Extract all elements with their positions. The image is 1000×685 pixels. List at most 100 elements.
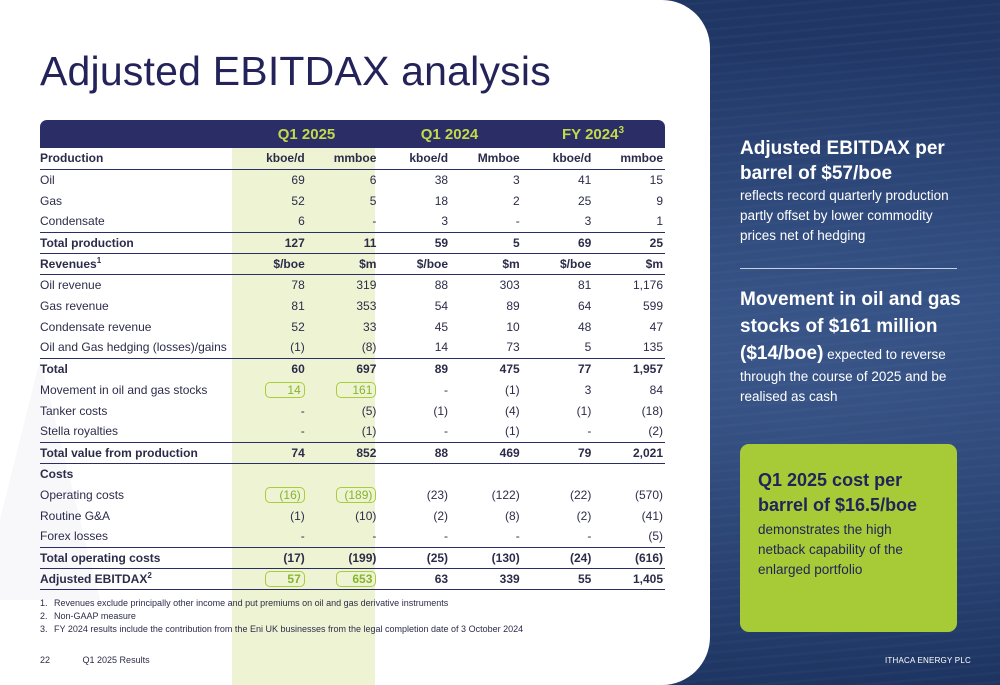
cell-value: -: [378, 526, 451, 548]
cell-value: 52: [291, 193, 305, 208]
footer-left: 22 Q1 2025 Results: [40, 655, 180, 665]
cell-value: 3: [441, 214, 449, 229]
ebitdax-table: Q1 2025 Q1 2024 FY 20243 Production kboe/…: [40, 120, 665, 685]
cell-value: 73: [450, 337, 522, 359]
data-table: Production kboe/d mmboe kboe/d Mmboe kboe/d mm…: [40, 148, 665, 590]
cell-value: (2): [576, 508, 592, 523]
page-number: 22: [40, 655, 51, 665]
row-label: Adjusted EBITDAX2: [40, 568, 236, 590]
table-row: Tanker costs - (5) (1) (4) (1) (18): [40, 400, 665, 421]
cell-value: 2,021: [593, 442, 665, 464]
table-row: Total operating costs (17) (199) (25) (130)(…: [40, 547, 665, 569]
footnote: 1. Revenues exclude principally other inc…: [40, 598, 449, 608]
row-label: Stella royalties: [40, 421, 236, 443]
cell-value: [522, 463, 594, 484]
cell-value: 852: [306, 442, 379, 464]
row-label: Gas revenue: [40, 298, 109, 313]
cell-value: 15: [649, 172, 663, 187]
cell-value: (130): [450, 547, 522, 569]
callout-ebitdax: Adjusted EBITDAX per barrel of $57/boe r…: [740, 136, 970, 246]
cell-value: 10: [506, 319, 520, 334]
cell-value: (189): [307, 484, 379, 505]
row-label: Tanker costs: [40, 403, 108, 418]
cell-value: 475: [499, 361, 520, 376]
cell-value: $m: [306, 252, 379, 275]
cell-value: (1): [290, 508, 305, 523]
cell-value: 69: [291, 172, 305, 187]
cell-value: (10): [355, 508, 377, 523]
cell-value: $/boe: [235, 252, 307, 275]
card-heading: Q1 2025 cost per barrel of $16.5/boe: [758, 470, 918, 515]
cell-value: -: [235, 526, 307, 548]
cell-value: (2): [593, 421, 665, 443]
table-row: Condensate 6 - 3 - 3 1: [40, 211, 665, 232]
cell-value: 697: [356, 361, 377, 376]
table-row: Oil revenue 78 319 88 303 81 1,176: [40, 274, 665, 295]
card-body: demonstrates the high netback capability…: [758, 522, 903, 577]
cell-value: (616): [593, 547, 665, 569]
cell-value: 1,405: [593, 568, 665, 590]
cell-value: 18: [434, 193, 449, 208]
cell-value: $/boe: [378, 252, 451, 275]
cell-value: 3: [584, 382, 592, 397]
group-q1-2024: Q1 2024: [420, 126, 479, 143]
cell-value: (25): [378, 547, 451, 569]
table-row: Adjusted EBITDAX2 57 653 63 339 55 1,405: [40, 568, 665, 590]
cost-card: Q1 2025 cost per barrel of $16.5/boe dem…: [740, 444, 957, 632]
cell-value: -: [306, 526, 379, 548]
cell-value: (18): [641, 403, 663, 418]
cell-value: -: [521, 421, 594, 443]
cell-value: 161: [307, 379, 379, 400]
table-row: Gas 52 5 18 2 25 9: [40, 190, 665, 211]
cell-value: (1): [505, 382, 520, 397]
cell-value: (4): [505, 403, 520, 418]
row-label: Production: [40, 148, 236, 170]
table-row: Revenues1 $/boe $m $/boe $m $/boe $m: [40, 252, 665, 275]
table-row: Forex losses - - - - - (5): [40, 526, 665, 548]
cell-value: Mmboe: [450, 148, 522, 170]
callout-body: reflects record quarterly production par…: [740, 188, 949, 243]
cell-value: (199): [306, 547, 379, 569]
page-title: Adjusted EBITDAX analysis: [40, 48, 551, 94]
cell-value: [307, 463, 379, 484]
cell-value: kboe/d: [235, 148, 307, 170]
cell-value: (570): [634, 487, 663, 502]
cell-value: 11: [306, 231, 379, 253]
cell-value: 2: [513, 193, 520, 208]
cell-value: [378, 463, 450, 484]
cell-value: 64: [577, 298, 592, 313]
cell-value: 653: [306, 568, 379, 590]
row-label: Total production: [40, 231, 236, 253]
cell-value: [450, 463, 522, 484]
cell-value: 135: [593, 337, 665, 359]
table-row: Condensate revenue 52 33 45 10 48 47: [40, 316, 665, 337]
cell-value: 48: [577, 319, 592, 334]
cell-value: $m: [593, 252, 665, 275]
footnote: 2. Non-GAAP measure: [40, 611, 136, 621]
table-row: Gas revenue 81 353 54 89 64 599: [40, 295, 665, 316]
table-row: Total value from production 74 852 88 469 79 2…: [40, 442, 665, 464]
cell-value: [235, 463, 307, 484]
table-row: Production kboe/d mmboe kboe/d Mmboe kboe/d mm…: [40, 148, 665, 170]
cell-value: (1): [450, 421, 522, 443]
cell-value: 77: [577, 361, 592, 376]
cell-value: 303: [499, 277, 520, 292]
row-label: Oil: [40, 172, 55, 187]
cell-value: 127: [235, 231, 307, 253]
cell-value: 69: [521, 231, 594, 253]
cell-value: 74: [235, 442, 307, 464]
callout-heading: Adjusted EBITDAX per barrel of $57/boe: [740, 138, 945, 184]
cell-value: (5): [593, 526, 665, 548]
cell-value: (8): [505, 508, 520, 523]
cell-value: 89: [506, 298, 520, 313]
row-label: Oil and Gas hedging (losses)/gains: [40, 337, 236, 359]
cell-value: (22): [569, 487, 592, 502]
cell-value: (24): [521, 547, 594, 569]
cell-value: (16): [235, 484, 307, 505]
cell-value: 5: [450, 231, 522, 253]
cell-value: 3: [513, 172, 520, 187]
cell-value: (5): [361, 403, 377, 418]
cell-value: -: [372, 214, 377, 229]
cell-value: -: [300, 403, 305, 418]
cell-value: -: [378, 421, 451, 443]
